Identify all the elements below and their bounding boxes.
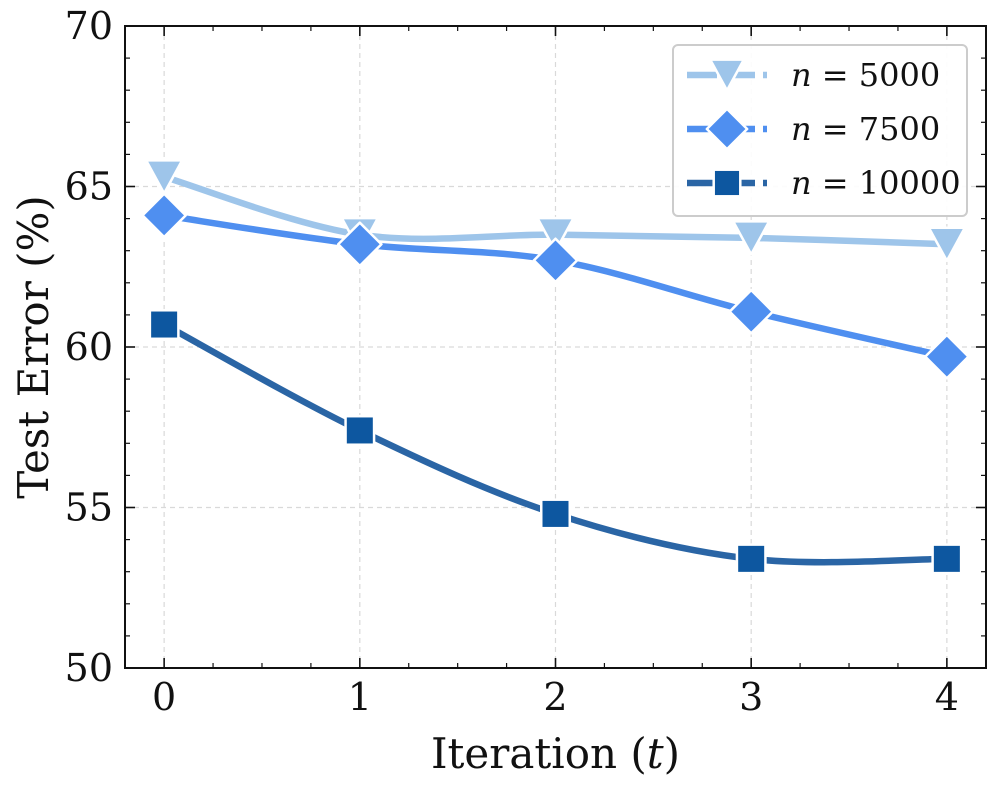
x-tick-label: 0 <box>152 675 176 719</box>
x-tick-label: 4 <box>935 675 959 719</box>
y-tick-label: 50 <box>65 646 113 690</box>
tick-labels: 0 1 2 3 4 50 55 60 65 70 <box>65 4 959 719</box>
data-point-0 <box>144 159 184 195</box>
data-point-1 <box>728 288 775 335</box>
data-point-1 <box>532 237 579 284</box>
data-point-1 <box>336 221 383 268</box>
legend: n = 5000 n = 7500 n = 10000 <box>672 44 968 217</box>
legend-box <box>672 44 968 217</box>
data-point-2 <box>148 309 180 341</box>
x-tick-label: 2 <box>543 675 567 719</box>
data-point-2 <box>344 414 376 446</box>
series-markers <box>141 159 970 575</box>
y-tick-label: 65 <box>65 165 113 209</box>
legend-marker-0 <box>708 58 746 92</box>
y-tick-label: 55 <box>65 486 113 530</box>
y-tick-label: 70 <box>65 4 113 48</box>
x-tick-label: 1 <box>348 675 372 719</box>
legend-entry-label: n = 5000 <box>791 56 940 94</box>
legend-marker-2 <box>712 168 742 198</box>
legend-marker-1 <box>705 107 749 151</box>
y-tick-label: 60 <box>65 325 113 369</box>
data-point-0 <box>731 220 771 256</box>
data-point-1 <box>141 192 187 239</box>
data-point-2 <box>540 498 571 530</box>
data-point-0 <box>927 226 967 263</box>
data-point-1 <box>924 333 970 380</box>
data-point-2 <box>735 543 767 575</box>
y-axis-label: Test Error (%) <box>9 195 58 499</box>
axis-ticks <box>125 25 986 669</box>
data-point-2 <box>931 543 963 575</box>
x-axis-label: Iteration (t) <box>431 729 680 778</box>
legend-entry-label: n = 10000 <box>791 164 961 202</box>
legend-entry-label: n = 7500 <box>791 110 940 148</box>
x-tick-label: 3 <box>739 675 763 719</box>
data-point-0 <box>536 216 575 253</box>
